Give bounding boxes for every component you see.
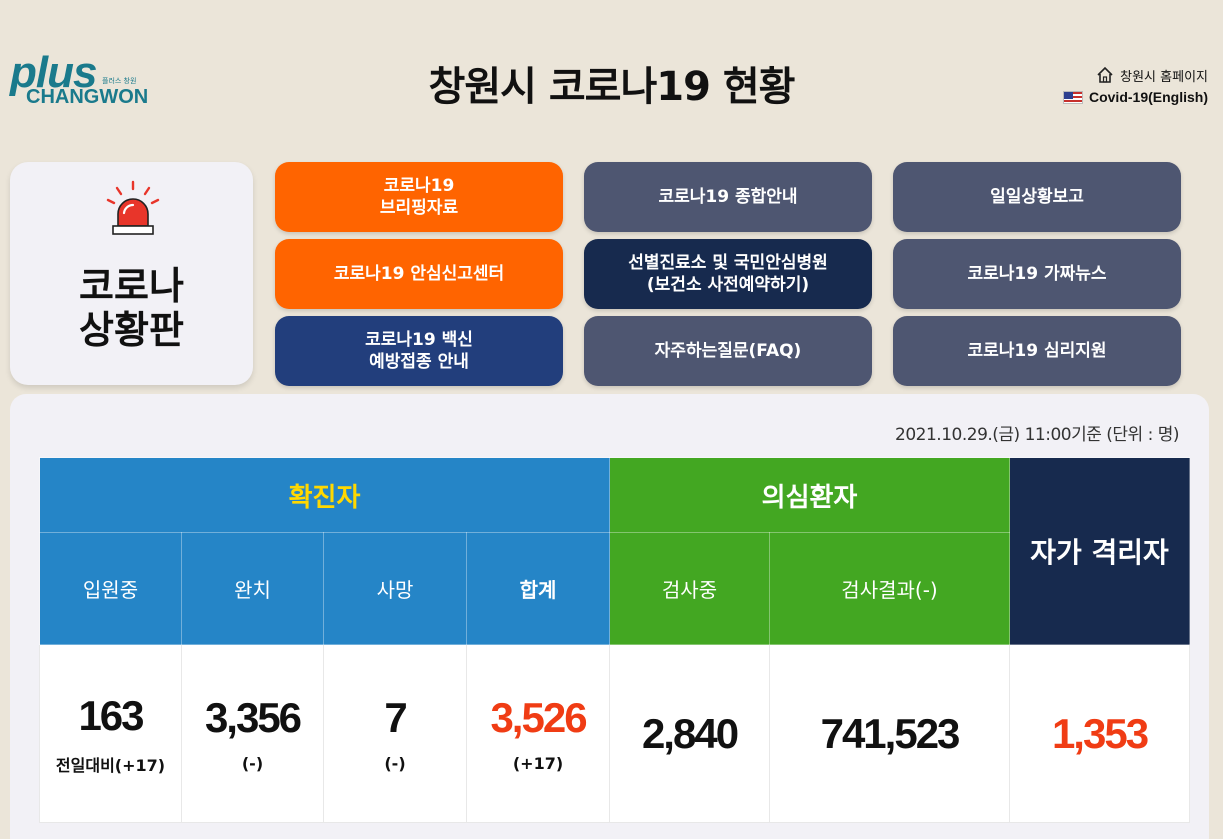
hospitalized-header: 입원중 [39, 532, 182, 645]
deaths-header: 사망 [323, 532, 467, 645]
corona-board-card: 코로나 상황판 [10, 162, 253, 385]
home-link-label: 창원시 홈페이지 [1120, 69, 1208, 85]
logo-small-text: 플러스 창원 [102, 77, 137, 85]
psych-support-button[interactable]: 코로나19 심리지원 [893, 316, 1181, 386]
stats-panel: 2021.10.29.(금) 11:00기준 (단위 : 명) 확진자 의심환자… [10, 394, 1209, 839]
suspected-header: 의심환자 [609, 457, 1011, 533]
hospitalized-cell: 163 전일대비(+17) [39, 644, 182, 823]
total-value: 3,526 [490, 694, 587, 741]
plus-changwon-logo[interactable]: plus 플러스 창원 CHANGWON [10, 48, 150, 114]
deaths-value: 7 [384, 694, 407, 741]
deaths-cell: 7 (-) [323, 644, 467, 823]
logo-sub-text: CHANGWON [26, 86, 149, 108]
daily-report-button[interactable]: 일일상황보고 [893, 162, 1181, 232]
board-title-line1: 코로나 [79, 264, 184, 308]
confirmed-header: 확진자 [38, 457, 611, 533]
total-diff: (+17) [512, 754, 564, 773]
general-info-button[interactable]: 코로나19 종합안내 [584, 162, 872, 232]
recovered-cell: 3,356 (-) [181, 644, 324, 823]
report-center-button[interactable]: 코로나19 안심신고센터 [275, 239, 563, 309]
page-title: 창원시 코로나19 현황 [428, 64, 796, 110]
english-link[interactable]: Covid-19(English) [1062, 86, 1208, 108]
self-quarantine-header: 자가 격리자 [1009, 457, 1191, 645]
top-links: 창원시 홈페이지 Covid-19(English) [1062, 64, 1208, 108]
briefing-button[interactable]: 코로나19 브리핑자료 [275, 162, 563, 232]
self-quarantine-cell: 1,353 [1009, 644, 1191, 823]
english-link-label: Covid-19(English) [1088, 89, 1208, 105]
stats-table: 확진자 의심환자 자가 격리자 입원중 완치 사망 합계 검사중 검사결과(-)… [38, 457, 1191, 823]
recovered-value: 3,356 [204, 694, 302, 741]
recovered-header: 완치 [181, 532, 324, 645]
board-title: 코로나 상황판 [10, 264, 253, 352]
house-icon [1097, 66, 1113, 83]
deaths-diff: (-) [384, 754, 406, 773]
recovered-diff: (-) [241, 754, 264, 773]
hospitalized-diff: 전일대비(+17) [55, 755, 166, 775]
board-title-line2: 상황판 [79, 308, 184, 352]
self-quarantine-value: 1,353 [1051, 709, 1149, 757]
negative-header: 검사결과(-) [769, 532, 1011, 645]
fake-news-button[interactable]: 코로나19 가짜뉴스 [893, 239, 1181, 309]
stats-timestamp: 2021.10.29.(금) 11:00기준 (단위 : 명) [895, 425, 1179, 445]
vaccine-info-button[interactable]: 코로나19 백신 예방접종 안내 [275, 316, 563, 386]
faq-button[interactable]: 자주하는질문(FAQ) [584, 316, 872, 386]
testing-header: 검사중 [609, 532, 771, 645]
screening-clinics-button[interactable]: 선별진료소 및 국민안심병원 (보건소 사전예약하기) [584, 239, 872, 309]
negative-value: 741,523 [820, 709, 961, 757]
testing-cell: 2,840 [609, 644, 771, 823]
total-cell: 3,526 (+17) [465, 644, 611, 823]
home-link[interactable]: 창원시 홈페이지 [1063, 64, 1208, 86]
testing-value: 2,840 [641, 709, 739, 757]
logo-main-text: plus [10, 48, 97, 97]
total-header: 합계 [465, 532, 611, 645]
us-flag-icon [1062, 90, 1083, 104]
siren-icon [106, 180, 160, 235]
hospitalized-value: 163 [78, 691, 144, 739]
negative-cell: 741,523 [769, 644, 1011, 823]
